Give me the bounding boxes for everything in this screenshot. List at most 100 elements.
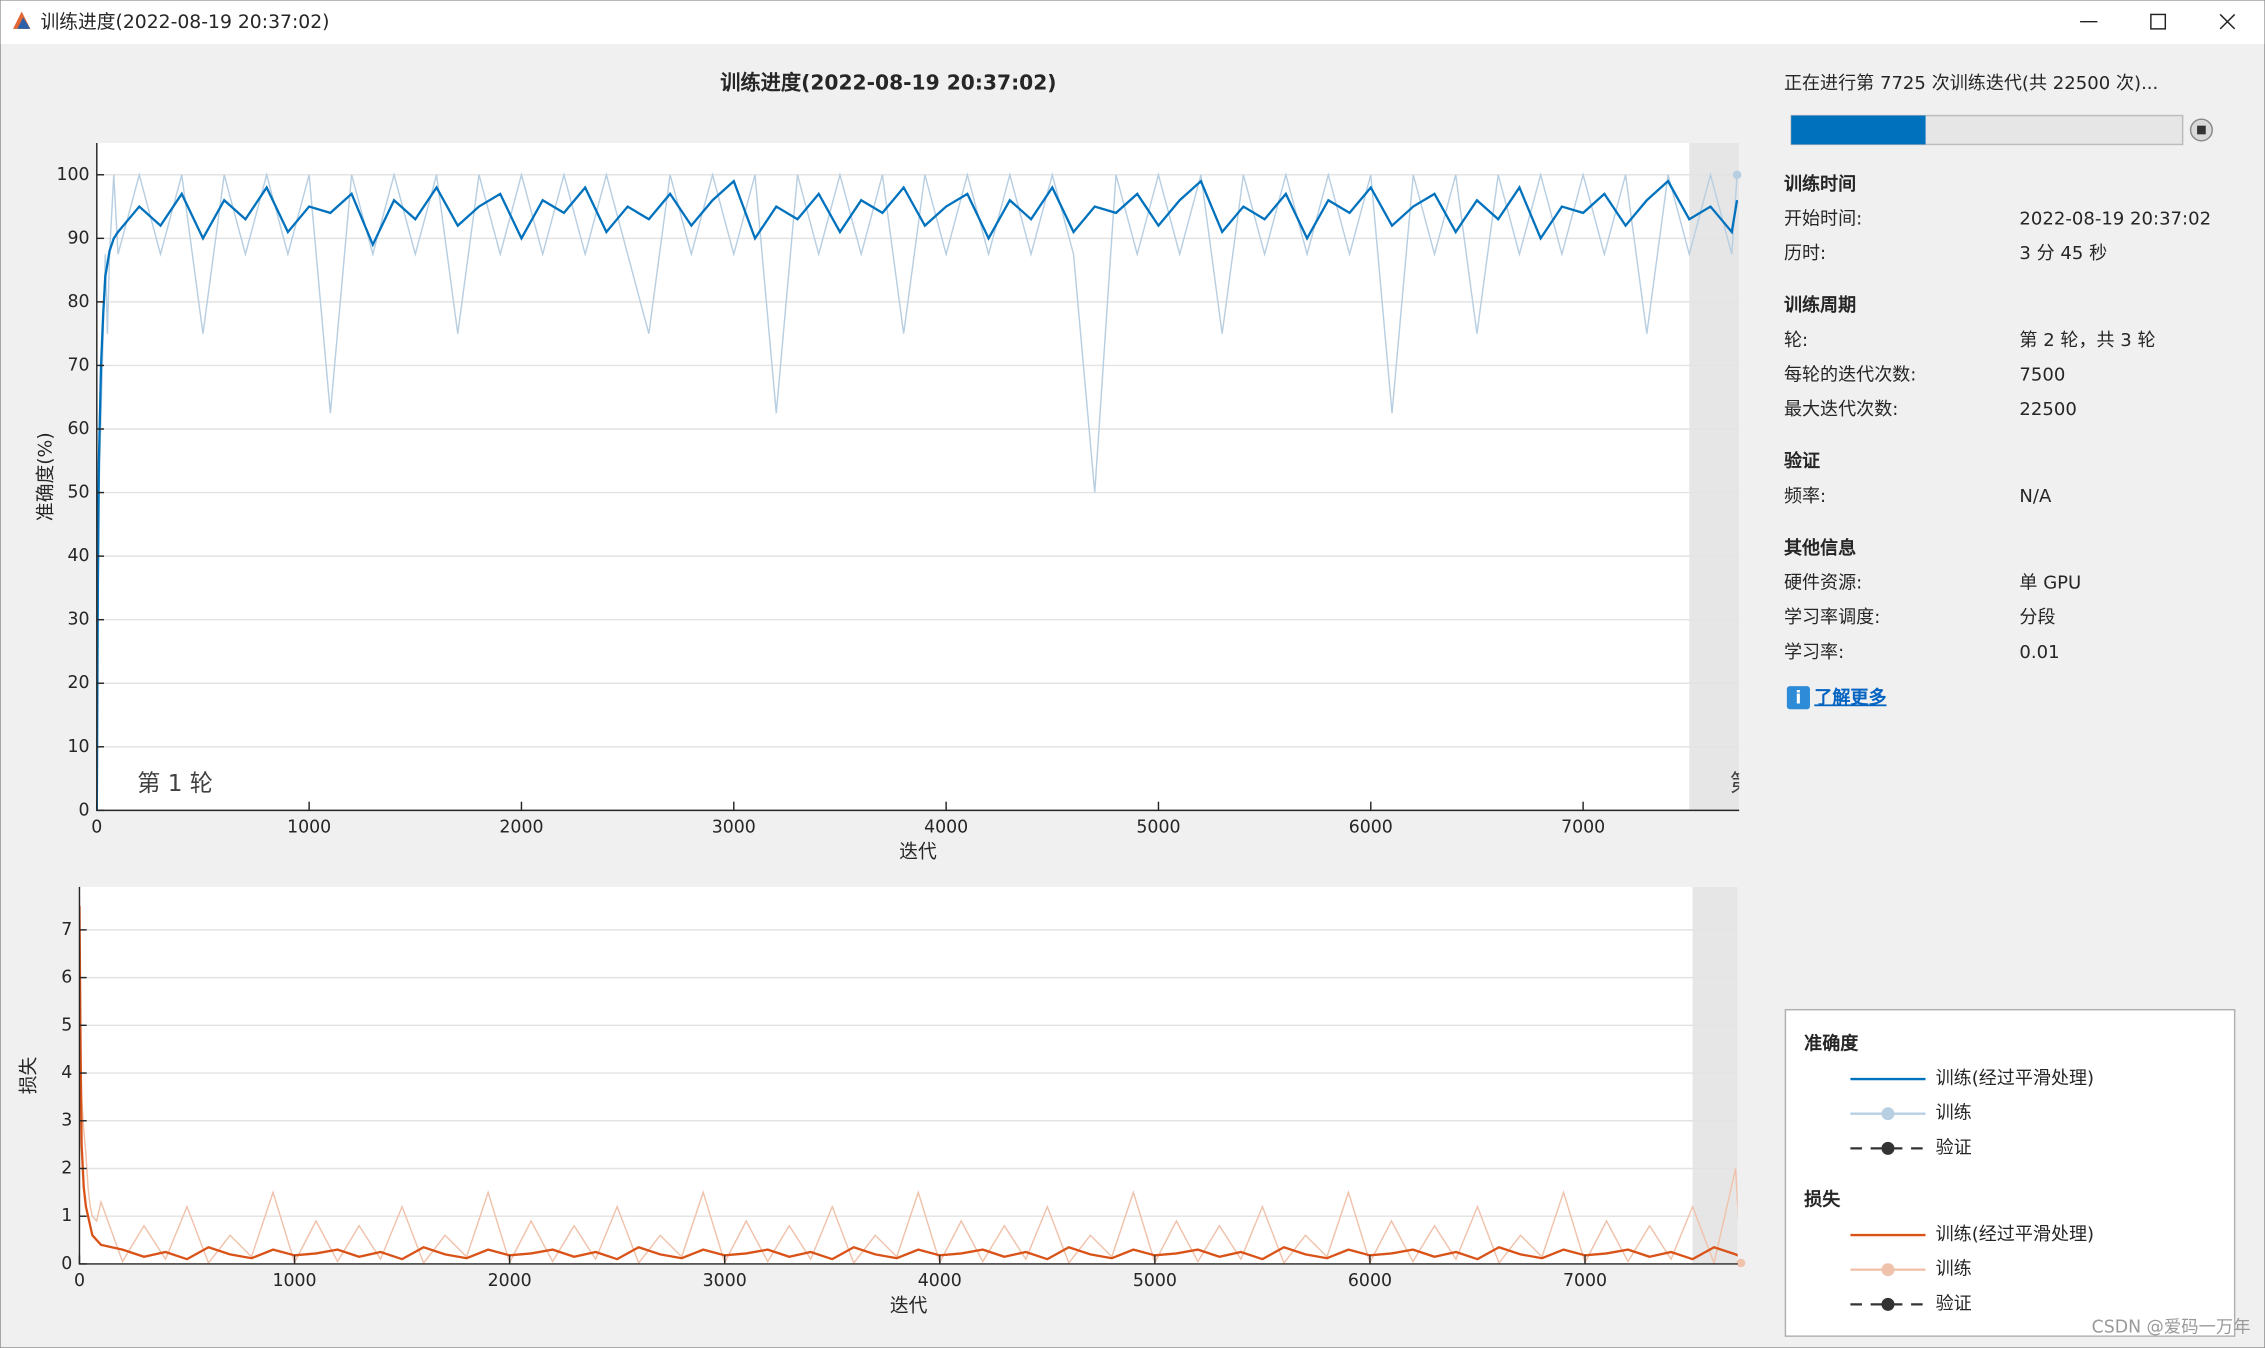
legend-label: 训练(经过平滑处理) (1936, 1224, 2094, 1245)
last-point (1732, 170, 1742, 180)
figure-title: 训练进度(2022-08-19 20:37:02) (720, 70, 1056, 94)
y-tick-label: 90 (68, 228, 90, 248)
info-value: 单 GPU (2019, 573, 2081, 594)
x-tick-label: 2000 (488, 1271, 532, 1291)
last-point (1736, 1258, 1746, 1268)
info-label: 硬件资源: (1784, 573, 1862, 594)
legend-label: 验证 (1936, 1137, 1972, 1158)
epoch-label: 第 1 轮 (137, 771, 213, 797)
info-value: 7500 (2019, 365, 2065, 386)
info-label: 学习率: (1784, 642, 1844, 663)
legend-marker (1881, 1297, 1895, 1311)
legend-label: 训练 (1936, 1259, 1972, 1280)
x-tick-label: 4000 (918, 1271, 962, 1291)
info-label: 频率: (1784, 486, 1826, 507)
y-tick-label: 30 (68, 610, 90, 630)
stop-button[interactable] (2189, 118, 2213, 142)
raw-line (96, 171, 1738, 811)
info-value: 分段 (2019, 607, 2055, 628)
status-suffix: 次)... (2116, 73, 2158, 94)
info-value: 第 2 轮，共 3 轮 (2019, 330, 2155, 351)
x-tick-label: 7000 (1561, 818, 1605, 838)
progress-fill (1791, 115, 1926, 145)
info-label: 开始时间: (1784, 209, 1862, 230)
y-tick-label: 50 (68, 483, 90, 503)
x-tick-label: 1000 (272, 1271, 316, 1291)
svg-text:i: i (1795, 688, 1801, 708)
info-label: 历时: (1784, 243, 1826, 264)
y-tick-label: 3 (61, 1111, 72, 1131)
status-total: 22500 (2053, 73, 2110, 94)
close-button[interactable] (2219, 13, 2236, 30)
info-label: 学习率调度: (1784, 607, 1880, 628)
x-tick-label: 4000 (924, 818, 968, 838)
info-value: 2022-08-19 20:37:02 (2019, 209, 2211, 230)
y-tick-label: 5 (61, 1015, 72, 1035)
y-tick-label: 2 (61, 1158, 72, 1178)
legend-title: 准确度 (1804, 1032, 1859, 1054)
info-value: N/A (2019, 486, 2052, 507)
info-value: 22500 (2019, 399, 2076, 420)
section-title: 其他信息 (1784, 537, 1856, 559)
plot-area (96, 143, 1740, 811)
plot-content: 第 1 轮 第 2 轮 (96, 143, 1806, 811)
legend-label: 验证 (1936, 1293, 1972, 1314)
x-tick-label: 0 (91, 818, 102, 838)
info-label: 最大迭代次数: (1784, 399, 1898, 420)
x-tick-label: 5000 (1133, 1271, 1177, 1291)
info-label: 轮: (1784, 330, 1808, 351)
legend-box (1784, 1008, 2236, 1337)
info-label: 每轮的迭代次数: (1784, 365, 1916, 386)
status-prefix: 正在进行第 (1784, 73, 1874, 94)
x-tick-label: 6000 (1348, 1271, 1392, 1291)
info-value: 3 分 45 秒 (2019, 243, 2107, 264)
x-axis-label: 迭代 (899, 841, 937, 863)
y-tick-label: 6 (61, 968, 72, 988)
epoch-label: 第 2 轮 (1730, 771, 1806, 797)
x-tick-label: 7000 (1563, 1271, 1607, 1291)
plot-content (79, 886, 1738, 1264)
x-tick-label: 3000 (712, 818, 756, 838)
legend-marker (1881, 1141, 1895, 1155)
legend-marker (1881, 1263, 1895, 1277)
smoothed-line (79, 906, 1738, 1261)
section-title: 验证 (1784, 450, 1820, 472)
status-middle: 次训练迭代(共 (1932, 73, 2047, 94)
status-text: 正在进行第 7725 次训练迭代(共 22500 次)... (1784, 73, 2158, 94)
epoch-shade (1692, 886, 1738, 1264)
x-tick-label: 2000 (499, 818, 543, 838)
smoothed-line (96, 179, 1739, 811)
y-tick-label: 40 (68, 546, 90, 566)
x-tick-label: 6000 (1349, 818, 1393, 838)
y-tick-label: 4 (61, 1063, 72, 1083)
x-axis-label: 迭代 (890, 1294, 928, 1316)
section-title: 训练周期 (1784, 294, 1856, 316)
title-bar (0, 0, 2265, 45)
legend-label: 训练(经过平滑处理) (1936, 1068, 2094, 1089)
y-axis-label: 损失 (17, 1056, 39, 1094)
legend-marker (1881, 1107, 1895, 1121)
learn-more[interactable]: i 了解更多 (1786, 686, 1887, 710)
section-title: 训练时间 (1784, 173, 1856, 195)
legend-label: 训练 (1936, 1103, 1972, 1124)
y-tick-label: 10 (68, 737, 90, 757)
y-tick-label: 20 (68, 673, 90, 693)
y-tick-label: 1 (61, 1206, 72, 1226)
status-current: 7725 (1880, 73, 1926, 94)
x-tick-label: 0 (74, 1271, 85, 1291)
plot-area (79, 886, 1738, 1264)
x-tick-label: 5000 (1136, 818, 1180, 838)
y-axis-label: 准确度(%) (35, 432, 57, 521)
y-tick-label: 70 (68, 355, 90, 375)
y-tick-label: 0 (79, 800, 90, 820)
x-tick-label: 3000 (703, 1271, 747, 1291)
watermark: CSDN @爱码一万年 (2092, 1317, 2251, 1337)
raw-line (79, 896, 1738, 1264)
y-tick-label: 0 (61, 1254, 72, 1274)
y-tick-label: 60 (68, 419, 90, 439)
maximize-button[interactable] (2150, 13, 2167, 30)
learn-more-link[interactable]: 了解更多 (1814, 686, 1886, 708)
x-tick-label: 1000 (287, 818, 331, 838)
